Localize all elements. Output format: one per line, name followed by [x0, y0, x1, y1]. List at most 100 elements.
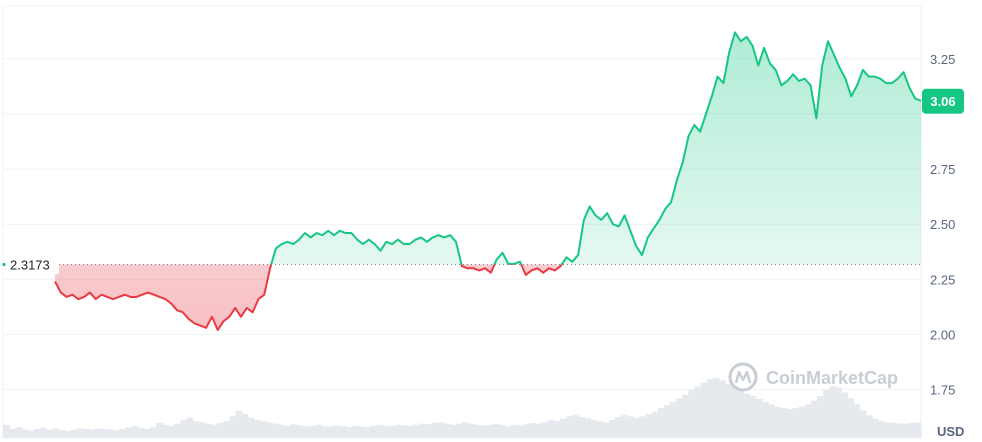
volume-bar [198, 422, 206, 438]
volume-bar [186, 417, 194, 438]
volume-bar [841, 392, 849, 438]
volume-bar [651, 411, 659, 438]
watermark-text: CoinMarketCap [766, 368, 898, 388]
volume-bar [627, 416, 634, 438]
volume-bar [419, 423, 426, 438]
coinmarketcap-logo-icon [728, 362, 758, 392]
volume-bar [235, 411, 243, 438]
volume-bar [425, 424, 432, 438]
current-price-tag: 3.06 [922, 88, 964, 114]
volume-bar [88, 429, 96, 438]
volume-bar [578, 417, 585, 438]
volume-bar [327, 426, 335, 438]
volume-bar [566, 416, 573, 438]
volume-bar [486, 424, 494, 438]
area-above-reference [55, 32, 921, 265]
volume-bar [743, 393, 751, 438]
volume-bar [657, 408, 665, 438]
volume-bar [633, 417, 641, 438]
volume-bar [58, 430, 65, 438]
volume-bar [896, 423, 904, 438]
volume-bar [559, 418, 567, 438]
volume-bar [492, 423, 500, 438]
volume-bar [498, 424, 506, 438]
volume-bar [296, 425, 304, 438]
volume-bar [437, 422, 445, 438]
volume-bar [204, 423, 212, 438]
volume-bar [902, 423, 910, 438]
volume-bar [278, 424, 286, 438]
volume-bar [27, 430, 35, 438]
reference-label-bg [3, 254, 59, 275]
volume-bar [39, 427, 47, 438]
volume-bar [33, 429, 41, 438]
volume-bar [786, 409, 794, 438]
volume-bar [804, 404, 812, 438]
volume-bar [816, 396, 824, 438]
volume-bar [798, 406, 806, 438]
volume-bar [872, 418, 879, 438]
volume-bar [823, 390, 830, 438]
volume-bar [45, 429, 53, 438]
volume-bar [9, 429, 16, 438]
volume-bar [706, 379, 714, 438]
volume-bar [853, 404, 861, 438]
volume-bar [107, 429, 114, 438]
volume-bar [290, 424, 298, 438]
volume-bar [541, 422, 549, 438]
volume-bar [682, 394, 690, 438]
volume-bar [449, 424, 457, 438]
volume-bar [400, 425, 408, 438]
volume-bar [443, 423, 451, 438]
volume-bar [406, 426, 414, 438]
volume-bar [535, 423, 543, 438]
volume-bar [376, 424, 384, 438]
volume-bar [192, 421, 200, 438]
volume-bar [162, 424, 169, 438]
volume-bar [76, 428, 84, 438]
volume-bar [15, 427, 22, 438]
volume-bar [382, 425, 390, 438]
volume-bar [51, 428, 59, 438]
volume-bar [768, 404, 775, 438]
volume-bar [119, 429, 126, 438]
volume-bar [272, 423, 279, 438]
volume-bar [100, 429, 108, 438]
volume-bar [584, 418, 592, 438]
y-tick-label: 3.25 [930, 52, 955, 67]
volume-bar [345, 427, 353, 438]
volume-bar [266, 422, 273, 438]
volume-bar [676, 398, 683, 438]
volume-bar [351, 426, 359, 438]
volume-bar [523, 424, 530, 438]
volume-bar [339, 426, 347, 438]
volume-bar [700, 382, 708, 438]
reference-price-label: 2.3173 [2, 254, 59, 275]
volume-bar [608, 420, 616, 438]
volume-bar [3, 424, 10, 438]
volume-bar [229, 416, 237, 438]
volume-bar [761, 402, 769, 438]
volume-bar [413, 424, 420, 438]
y-axis: 1.75 2.00 2.25 2.50 2.75 3.25 [930, 52, 955, 398]
volume-bar [70, 429, 78, 438]
volume-bar [510, 424, 518, 438]
volume-bar [156, 423, 163, 438]
volume-bar [247, 417, 255, 438]
volume-bar [725, 384, 732, 438]
volume-bar [865, 415, 873, 438]
volume-bar [688, 390, 696, 438]
volume-bar [737, 390, 745, 438]
volume-bar [211, 424, 218, 438]
volume-bar [302, 426, 310, 438]
volume-bar [364, 427, 371, 438]
volume-bar [884, 422, 891, 438]
volume-bar [125, 427, 133, 438]
volume-bar [284, 426, 292, 438]
volume-bar [260, 421, 267, 438]
volume-bar [309, 426, 316, 438]
volume-bar [64, 430, 71, 438]
volume-bar [621, 415, 628, 438]
volume-bar [315, 424, 322, 438]
